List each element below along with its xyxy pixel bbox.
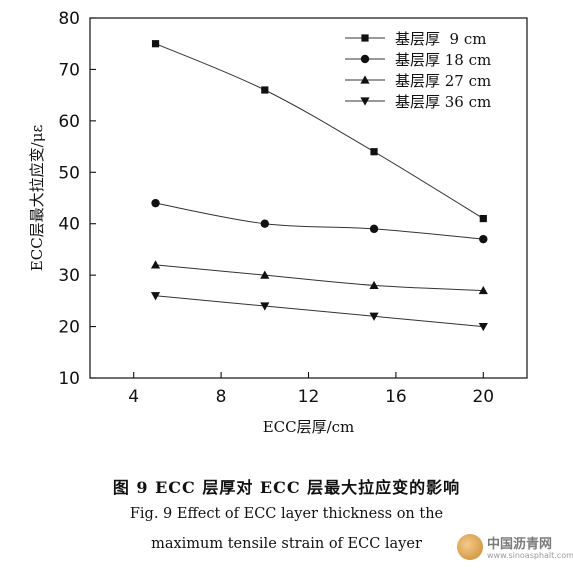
legend-marker (361, 34, 369, 42)
y-tick-label: 40 (58, 215, 80, 235)
x-tick-label: 8 (216, 387, 227, 407)
x-tick-label: 20 (472, 387, 494, 407)
data-point (370, 148, 378, 156)
legend-marker (360, 75, 370, 84)
legend-label: 基层厚 27 cm (395, 72, 491, 90)
data-point (260, 302, 270, 311)
legend-label: 基层厚 36 cm (395, 93, 491, 111)
x-axis-label: ECC层厚/cm (263, 418, 355, 436)
data-point (150, 292, 161, 301)
y-tick-label: 10 (58, 369, 80, 389)
data-point (369, 280, 379, 290)
x-tick-label: 12 (298, 387, 320, 407)
y-tick-label: 50 (58, 163, 80, 183)
data-point (151, 198, 160, 208)
figure-caption-english-line1: Fig. 9 Effect of ECC layer thickness on … (129, 506, 444, 522)
watermark-url: www.sinoasphalt.com (487, 551, 573, 560)
data-point (261, 86, 269, 94)
legend-marker (360, 97, 370, 106)
data-point (369, 224, 379, 234)
data-point (260, 270, 270, 279)
y-tick-label: 30 (58, 266, 80, 286)
line-chart: 4 8 12 16 20 10 20 30 40 50 60 70 80 ECC层厚/cm ECC层最大拉应… (28, 9, 528, 436)
y-tick-label: 80 (58, 9, 80, 29)
data-point (369, 312, 379, 321)
series-line (155, 295, 484, 328)
y-tick-label: 20 (58, 318, 80, 338)
data-point (150, 260, 161, 269)
legend-label: 基层厚 9 cm (395, 30, 486, 48)
y-tick-label: 70 (58, 60, 80, 80)
data-point (479, 214, 487, 223)
watermark: 中国沥青网 www.sinoasphalt.com (457, 530, 573, 566)
data-point (478, 322, 488, 332)
series-line (155, 202, 484, 240)
figure-caption-english-line2: maximum tensile strain of ECC layer (151, 536, 422, 552)
data-point (151, 40, 160, 48)
y-tick-label: 60 (58, 112, 80, 132)
x-tick-label: 4 (128, 387, 139, 407)
data-point (479, 234, 488, 244)
watermark-name: 中国沥青网 (487, 537, 553, 552)
y-axis-label: ECC层最大拉应变/με (28, 125, 46, 272)
legend-label: 基层厚 18 cm (395, 51, 491, 69)
figure-caption-chinese: 图 9 ECC 层厚对 ECC 层最大拉应变的影响 (112, 478, 461, 497)
data-point (478, 285, 488, 295)
legend-marker (360, 54, 370, 64)
watermark-logo-icon (457, 534, 483, 560)
series-line (155, 264, 484, 292)
x-tick-label: 16 (385, 387, 407, 407)
series-line (155, 43, 484, 219)
data-point (260, 219, 269, 228)
